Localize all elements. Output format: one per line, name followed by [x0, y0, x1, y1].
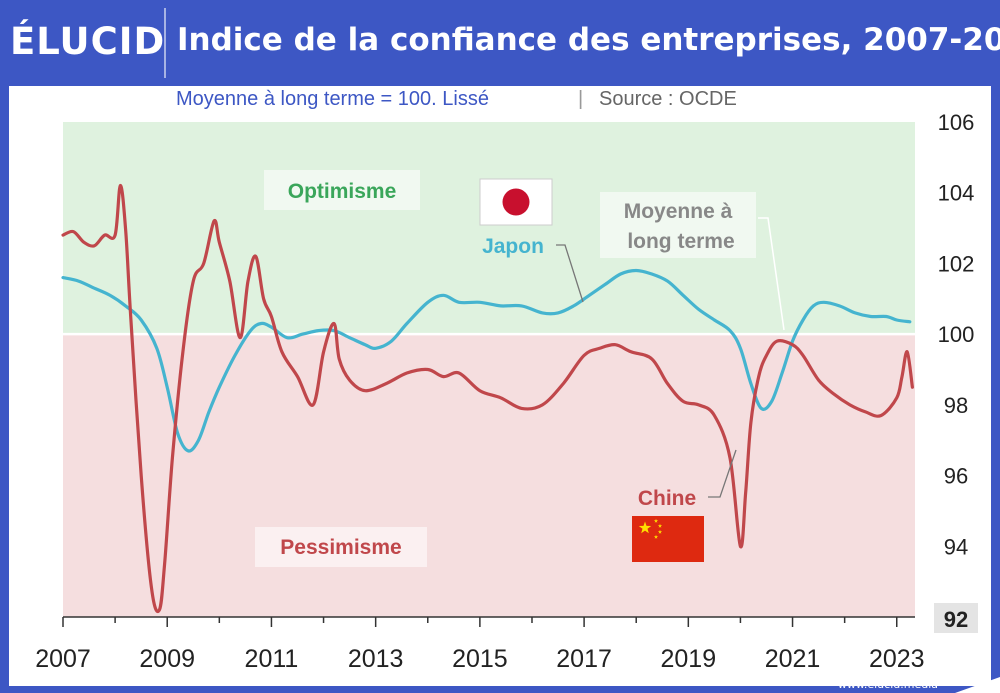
- x-tick-label: 2019: [661, 645, 717, 673]
- subtitle-source: Source : OCDE: [599, 88, 737, 110]
- x-tick-label: 2011: [245, 645, 299, 673]
- header-divider: [164, 8, 166, 78]
- y-tick-label: 98: [944, 393, 968, 418]
- china-flag-small-star: [653, 534, 659, 539]
- y-tick-label: 100: [938, 322, 975, 347]
- optimism-label: Optimisme: [288, 180, 397, 203]
- y-tick-label: 92: [944, 607, 968, 632]
- pessimism-label: Pessimisme: [280, 536, 401, 559]
- japan-flag-icon: [479, 178, 553, 226]
- japan-label: Japon: [482, 235, 544, 258]
- china-flag-icon: [632, 516, 704, 562]
- china-flag-field: [632, 516, 704, 562]
- x-tick-label: 2007: [35, 645, 91, 673]
- series-line-japon: [61, 268, 912, 453]
- y-tick-label: 106: [938, 110, 975, 135]
- pessimism-zone: [63, 334, 915, 617]
- china-flag-big-star: [638, 521, 652, 534]
- series-line-chine: [61, 183, 914, 614]
- optimism-label-bg: [264, 170, 420, 210]
- japan-leader-line: [556, 244, 584, 303]
- y-tick-label: 96: [944, 464, 968, 489]
- china-leader-line: [708, 449, 737, 498]
- chart-title: Indice de la confiance des entreprises, …: [177, 22, 1000, 58]
- x-tick-label: 2023: [869, 645, 925, 673]
- x-tick-label: 2021: [765, 645, 821, 673]
- china-flag-small-star: [657, 529, 663, 534]
- average-label-bg: [600, 192, 756, 258]
- x-tick-label: 2015: [452, 645, 508, 673]
- optimism-zone: [63, 122, 915, 335]
- y-tick-label: 102: [938, 251, 975, 276]
- china-flag-small-star: [657, 523, 663, 528]
- china-label: Chine: [638, 487, 696, 510]
- x-tick-label: 2013: [348, 645, 404, 673]
- y-tick-bg: [934, 603, 978, 633]
- x-tick-label: 2017: [556, 645, 612, 673]
- subtitle-separator: |: [578, 88, 584, 110]
- japan-flag-disc: [502, 188, 530, 216]
- average-label-line2: long terme: [627, 230, 734, 253]
- brand-logo: ÉLUCID: [10, 20, 166, 63]
- y-tick-label: 94: [944, 534, 968, 559]
- subtitle-main: Moyenne à long terme = 100. Lissé: [176, 88, 489, 110]
- footer-url[interactable]: www.elucid.media: [837, 678, 938, 691]
- pessimism-label-bg: [255, 527, 427, 567]
- y-tick-label: 104: [938, 181, 975, 206]
- header-bar: ÉLUCID Indice de la confiance des entrep…: [0, 0, 1000, 86]
- average-label-line1: Moyenne à: [624, 200, 733, 223]
- corner-triangle: [955, 677, 1000, 693]
- x-tick-label: 2009: [139, 645, 195, 673]
- average-leader-line: [758, 217, 785, 331]
- china-flag-small-star: [653, 518, 659, 523]
